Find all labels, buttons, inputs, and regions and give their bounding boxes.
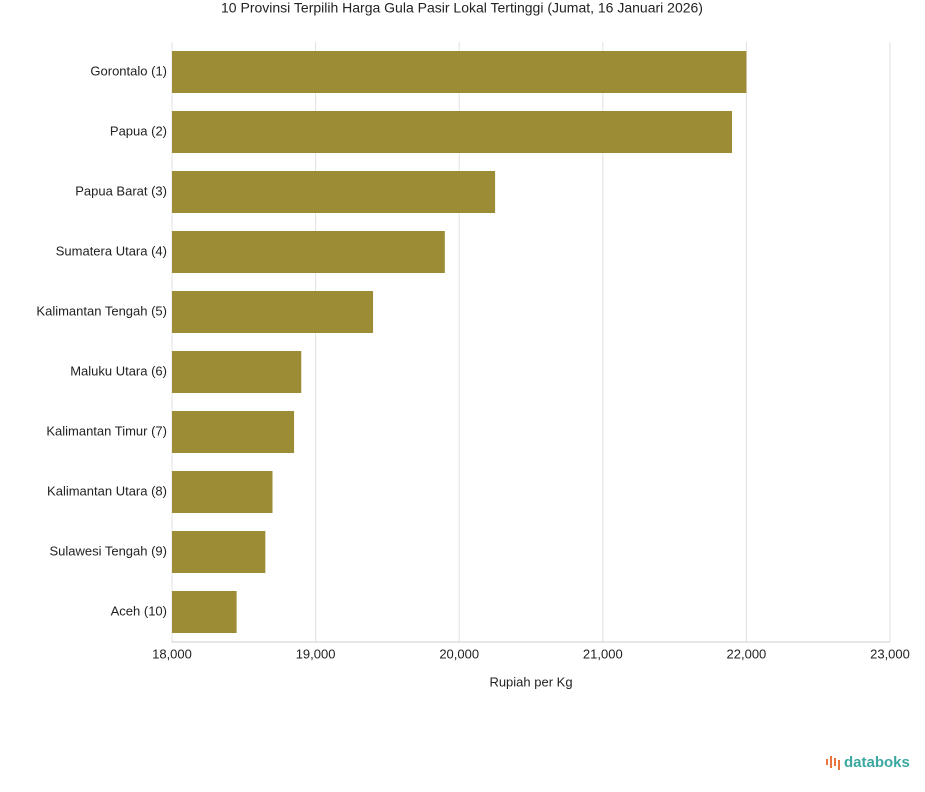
x-axis-label: Rupiah per Kg [489, 674, 572, 689]
bar [172, 51, 747, 93]
x-tick-label: 18,000 [152, 646, 192, 661]
y-tick-label: Aceh (10) [111, 603, 167, 618]
x-tick-label: 22,000 [727, 646, 767, 661]
y-tick-label: Sulawesi Tengah (9) [49, 543, 167, 558]
y-tick-label: Papua Barat (3) [75, 183, 167, 198]
chart-title: 10 Provinsi Terpilih Harga Gula Pasir Lo… [221, 0, 703, 16]
bar [172, 471, 273, 513]
logo-icon [826, 756, 840, 770]
bar [172, 291, 374, 333]
y-tick-label: Gorontalo (1) [90, 63, 167, 78]
x-tick-label: 21,000 [583, 646, 623, 661]
bar [172, 351, 302, 393]
y-tick-label: Papua (2) [110, 123, 167, 138]
y-tick-label: Maluku Utara (6) [70, 363, 167, 378]
y-tick-label: Sumatera Utara (4) [56, 243, 167, 258]
y-tick-label: Kalimantan Tengah (5) [36, 303, 167, 318]
logo: databoks [844, 754, 910, 771]
y-tick-label: Kalimantan Timur (7) [46, 423, 167, 438]
x-tick-label: 20,000 [439, 646, 479, 661]
x-tick-label: 23,000 [870, 646, 910, 661]
y-tick-label: Kalimantan Utara (8) [47, 483, 167, 498]
bar [172, 171, 496, 213]
x-tick-label: 19,000 [296, 646, 336, 661]
bar [172, 111, 733, 153]
bar [172, 411, 295, 453]
bar [172, 531, 266, 573]
bar [172, 591, 237, 633]
bar [172, 231, 445, 273]
